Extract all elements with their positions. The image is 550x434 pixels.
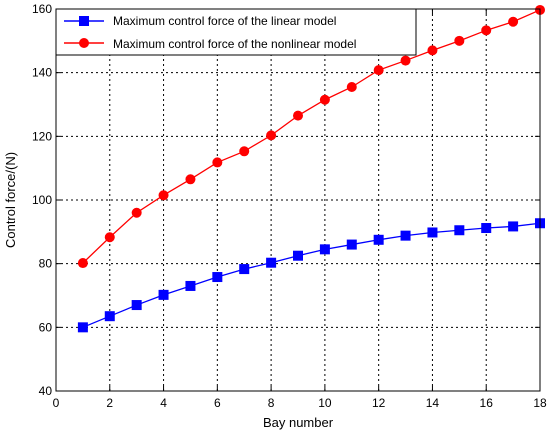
data-point-circle xyxy=(77,258,88,269)
data-point-square xyxy=(481,223,492,234)
y-tick-label: 100 xyxy=(32,193,52,207)
x-tick-label: 2 xyxy=(106,396,113,410)
legend: Maximum control force of the linear mode… xyxy=(55,8,417,56)
data-point-circle xyxy=(239,146,250,157)
legend-label-nonlinear: Maximum control force of the nonlinear m… xyxy=(113,37,356,51)
y-tick-label: 160 xyxy=(32,2,52,16)
data-point-square xyxy=(266,257,277,268)
data-point-circle xyxy=(373,65,384,76)
data-point-square xyxy=(239,264,250,275)
legend-marker-nonlinear xyxy=(79,38,89,48)
data-point-circle xyxy=(427,45,438,56)
x-tick-label: 18 xyxy=(533,396,547,410)
x-tick-label: 6 xyxy=(214,396,221,410)
x-tick-label: 12 xyxy=(372,396,386,410)
x-tick-label: 4 xyxy=(160,396,167,410)
legend-box xyxy=(55,8,417,56)
data-point-circle xyxy=(158,190,169,201)
legend-label-linear: Maximum control force of the linear mode… xyxy=(113,14,336,28)
data-point-circle xyxy=(266,130,277,141)
legend-marker-linear xyxy=(79,16,89,26)
data-point-square xyxy=(427,227,438,238)
x-tick-label: 10 xyxy=(318,396,332,410)
data-point-square xyxy=(373,234,384,245)
x-tick-label: 8 xyxy=(268,396,275,410)
data-point-circle xyxy=(508,16,519,27)
data-point-circle xyxy=(454,35,465,46)
data-point-circle xyxy=(104,232,115,243)
data-point-square xyxy=(319,244,330,255)
y-tick-label: 120 xyxy=(32,129,52,143)
series-layer xyxy=(77,4,545,333)
grid-lines xyxy=(56,9,540,391)
data-point-square xyxy=(346,239,357,250)
x-tick-label: 0 xyxy=(53,396,60,410)
data-point-circle xyxy=(212,157,223,168)
data-point-square xyxy=(104,311,115,322)
data-point-circle xyxy=(293,110,303,121)
x-tick-label: 16 xyxy=(480,396,494,410)
axis-ticks: 0 2 4 6 8 10 12 14 16 18 40 60 80 100 120 140 160 xyxy=(32,2,547,410)
x-axis-title: Bay number xyxy=(263,415,334,430)
data-point-square xyxy=(293,250,303,261)
data-point-circle xyxy=(346,81,357,92)
data-point-square xyxy=(158,289,169,300)
y-axis-title: Control force/(N) xyxy=(3,152,18,248)
data-point-square xyxy=(77,322,88,333)
data-point-circle xyxy=(481,25,492,36)
x-tick-label: 14 xyxy=(426,396,440,410)
data-point-circle xyxy=(185,174,196,185)
data-point-square xyxy=(212,272,223,283)
data-point-square xyxy=(508,221,519,232)
data-point-square xyxy=(131,300,142,311)
y-tick-label: 80 xyxy=(39,257,53,271)
data-point-square xyxy=(400,230,411,241)
data-point-circle xyxy=(319,94,330,105)
y-tick-label: 140 xyxy=(32,66,52,80)
y-tick-label: 40 xyxy=(39,384,53,398)
data-point-square xyxy=(185,280,196,291)
y-tick-label: 60 xyxy=(39,320,53,334)
data-point-square xyxy=(454,225,465,236)
data-point-circle xyxy=(131,207,142,218)
data-point-circle xyxy=(400,55,411,66)
